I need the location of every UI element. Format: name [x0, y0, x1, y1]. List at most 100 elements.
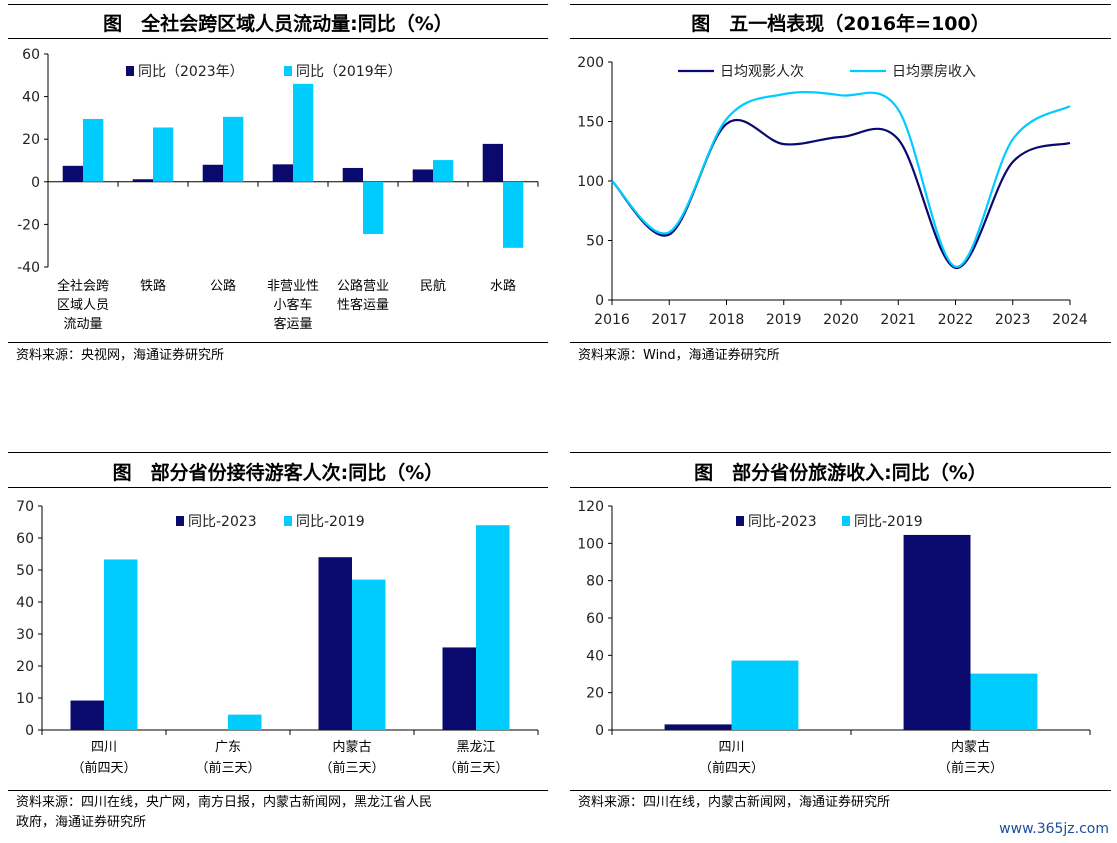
y-tick-label: 40: [16, 595, 34, 611]
legend-label: 日均观影人次: [720, 64, 804, 80]
x-tick-label: （前三天）: [195, 760, 260, 776]
bar-light: [153, 127, 174, 182]
chart-boxoffice: 0 50 100 150 200 2016 2017 2018 2019 2020 2021 2022…: [577, 55, 1088, 328]
chart-tourism-revenue: 0 20 40 60 80 100 120 四川 （前四天） 内蒙古 （前三天） 同比-2023 同比-…: [577, 499, 1091, 776]
legend-label: 同比-2019: [296, 514, 365, 530]
bar-light: [223, 116, 244, 182]
legend-label: 同比-2019: [854, 514, 923, 530]
x-tick-label: 小客车: [273, 297, 312, 313]
bar-dark: [903, 534, 971, 730]
x-tick-label: 2024: [1052, 312, 1088, 328]
x-tick-label: 2017: [651, 312, 687, 328]
y-tick-label: 0: [595, 723, 604, 739]
bar-dark: [412, 169, 433, 182]
y-tick-label: 60: [586, 611, 604, 627]
legend-swatch: [284, 516, 292, 526]
y-tick-label: 40: [22, 90, 40, 106]
x-tick-label: 全社会跨: [57, 278, 109, 294]
source-top-rule: [570, 342, 1111, 343]
watermark: www.365jz.com: [999, 821, 1109, 837]
x-tick-label: 2019: [766, 312, 802, 328]
bar-light: [293, 83, 314, 182]
y-tick-label: 0: [25, 723, 34, 739]
x-tick-label: 黑龙江: [456, 740, 495, 755]
y-tick-label: 50: [16, 563, 34, 579]
title-top-rule: [8, 4, 548, 5]
title-top-rule: [570, 452, 1111, 453]
bar-light: [970, 673, 1038, 730]
y-tick-label: 50: [586, 234, 604, 250]
legend-swatch: [126, 66, 134, 76]
panel-tourism-revenue: 图 部分省份旅游收入:同比（%） 0 20 40 60 80 100 120 四川 （前四天） 内…: [570, 450, 1111, 843]
bar-light: [363, 181, 384, 234]
y-tick-label: 200: [577, 55, 604, 71]
legend-swatch: [842, 516, 850, 526]
title-top-rule: [8, 452, 548, 453]
x-tick-label: 区域人员: [57, 298, 109, 313]
bar-light: [433, 160, 454, 182]
source-note: 资料来源：央视网，海通证券研究所: [16, 348, 225, 363]
title-bottom-rule: [570, 38, 1111, 39]
y-tick-label: 60: [16, 531, 34, 547]
x-tick-label: 内蒙古: [332, 739, 371, 755]
x-tick-label: 2016: [594, 312, 630, 328]
bar-dark: [318, 557, 352, 730]
x-tick-label: 内蒙古: [951, 739, 990, 755]
x-tick-label: （前四天）: [699, 760, 764, 776]
x-tick-label: 2018: [709, 312, 745, 328]
y-tick-label: 100: [577, 536, 604, 552]
bar-light: [731, 660, 799, 730]
x-tick-label: 四川: [718, 740, 744, 755]
source-top-rule: [570, 790, 1111, 791]
source-note: 资料来源：四川在线，内蒙古新闻网，海通证券研究所: [578, 795, 891, 810]
y-tick-label: 120: [577, 499, 604, 515]
x-tick-label: 2020: [823, 312, 859, 328]
series-line-dark: [611, 118, 1071, 269]
legend-label: 同比-2023: [748, 514, 817, 530]
bar-light: [503, 181, 524, 248]
y-tick-label: 20: [22, 132, 40, 148]
x-tick-label: 广东: [215, 740, 241, 755]
title-bottom-rule: [8, 487, 548, 488]
source-note: 资料来源：Wind，海通证券研究所: [578, 348, 780, 363]
chart-title: 图 全社会跨区域人员流动量:同比（%）: [103, 13, 453, 35]
x-tick-label: （前三天）: [319, 760, 384, 776]
legend-label: 同比（2019年）: [296, 64, 402, 80]
legend-swatch: [284, 66, 292, 76]
bar-light: [104, 559, 138, 730]
chart-title: 图 五一档表现（2016年=100）: [691, 13, 990, 35]
x-tick-label: 四川: [91, 740, 117, 755]
x-tick-label: 客运量: [273, 316, 312, 332]
y-tick-label: 20: [16, 659, 34, 675]
x-tick-label: 性客运量: [337, 297, 389, 313]
x-tick-label: （前三天）: [443, 760, 508, 776]
title-bottom-rule: [570, 487, 1111, 488]
x-tick-label: 铁路: [140, 278, 166, 294]
bar-dark: [342, 167, 363, 182]
series-line-light: [611, 90, 1071, 268]
legend-label: 日均票房收入: [892, 64, 976, 80]
y-tick-label: 150: [577, 115, 604, 131]
y-tick-label: 30: [16, 627, 34, 643]
bar-light: [228, 714, 262, 730]
y-tick-label: 60: [22, 47, 40, 63]
y-tick-label: 20: [586, 686, 604, 702]
panel-tourist-visits: 图 部分省份接待游客人次:同比（%） 0 10 20 30 40 50 60 70 四川 （前四天…: [8, 450, 548, 843]
bar-dark: [62, 165, 83, 182]
x-tick-label: 民航: [420, 278, 446, 294]
chart-title: 图 部分省份旅游收入:同比（%）: [694, 462, 987, 484]
title-top-rule: [570, 4, 1111, 5]
source-note-line-1: 资料来源：四川在线，央广网，南方日报，内蒙古新闻网，黑龙江省人民: [16, 795, 433, 810]
x-tick-label: 2022: [938, 312, 974, 328]
x-tick-label: 2021: [880, 312, 916, 328]
x-tick-label: 非营业性: [267, 279, 319, 294]
bar-dark: [272, 164, 293, 182]
bar-dark: [442, 647, 476, 730]
y-tick-label: 0: [31, 175, 40, 191]
bar-dark: [664, 724, 732, 730]
x-tick-label: 公路营业: [337, 278, 389, 294]
bar-light: [476, 525, 510, 730]
x-tick-label: （前四天）: [71, 760, 136, 776]
bar-dark: [202, 164, 223, 182]
